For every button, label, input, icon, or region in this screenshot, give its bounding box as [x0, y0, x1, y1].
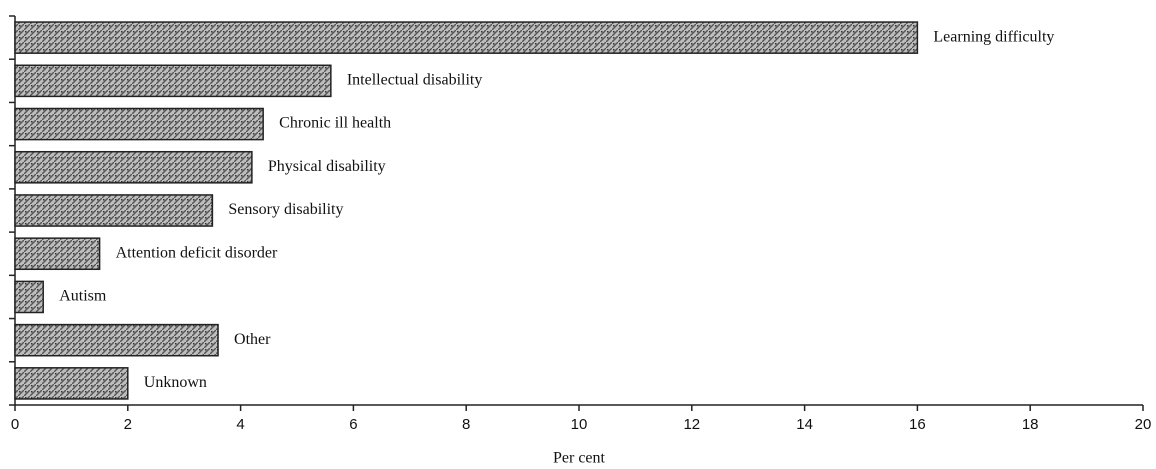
bar-label: Other — [234, 331, 271, 348]
bar-label: Sensory disability — [228, 201, 343, 218]
bar-label: Autism — [59, 288, 107, 305]
bar-label: Learning difficulty — [933, 28, 1054, 45]
bar — [14, 367, 129, 400]
bar-label: Physical disability — [268, 158, 386, 175]
bar — [14, 323, 219, 357]
x-tick-label: 12 — [683, 416, 700, 433]
bar-label: Attention deficit disorder — [116, 244, 278, 261]
bar — [14, 280, 44, 314]
x-tick-label: 0 — [11, 416, 19, 433]
bar-label: Unknown — [144, 374, 207, 391]
x-tick-label: 16 — [909, 416, 926, 433]
x-tick-label: 20 — [1135, 416, 1152, 433]
bar — [14, 21, 919, 54]
x-tick-label: 10 — [571, 416, 588, 433]
x-tick-label: 14 — [796, 416, 813, 433]
bar — [14, 237, 101, 271]
bar — [14, 150, 253, 184]
x-tick-label: 6 — [349, 416, 357, 433]
bar — [14, 194, 214, 227]
x-tick-label: 4 — [236, 416, 244, 433]
bar-label: Chronic ill health — [279, 115, 391, 132]
x-tick-label: 18 — [1022, 416, 1039, 433]
bar — [14, 64, 332, 98]
bar — [14, 107, 264, 141]
bar-label: Intellectual disability — [347, 72, 483, 89]
x-tick-label: 2 — [124, 416, 132, 433]
x-axis-label: Per cent — [553, 450, 606, 467]
x-tick-label: 8 — [462, 416, 470, 433]
